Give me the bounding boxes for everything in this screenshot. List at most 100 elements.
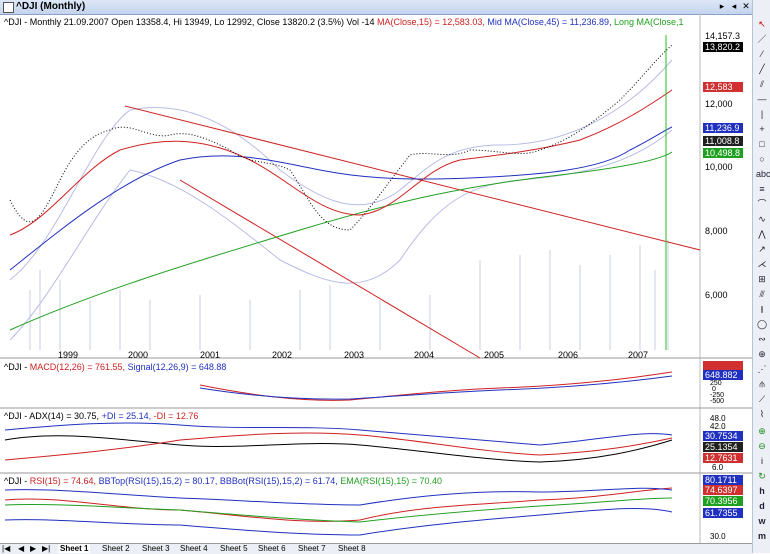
y-label: 8,000 [705,226,728,236]
extended-line-icon[interactable]: ╱ [759,64,765,74]
signal-line [199,375,673,400]
minus-di-line [4,422,673,446]
chart-window-titlebar[interactable]: ^DJI (Monthly) ▸ ◂ ✕ [0,0,752,15]
x-label: 2006 [558,350,579,360]
long-ma-line [9,151,673,331]
chart-canvas[interactable] [0,0,752,543]
adx-header-symbol: ^DJI - [4,411,28,421]
upper-band [9,59,673,281]
arc-icon[interactable]: ⌒ [757,199,767,209]
cross-icon[interactable]: + [759,124,765,134]
vertical-line-icon[interactable]: | [760,109,764,119]
macd-y-label: -250 [710,392,725,399]
macd-header-symbol: ^DJI - [4,362,28,372]
channel-icon[interactable]: ⫻ [759,289,765,299]
value-tag: 11,008.8 [703,136,743,146]
ema-line [4,497,673,523]
macd-header-macd: MACD(12,26) = 761.55, [29,362,126,372]
fan-icon[interactable]: ⋌ [757,259,767,269]
rsi-header-rsi: RSI(15) = 74.64, [29,476,97,486]
volume-bars [29,240,669,350]
grid-icon[interactable]: ⊞ [758,274,766,284]
x-label: 2000 [128,350,149,360]
adx-line [4,435,673,463]
bbtop-line [4,487,673,506]
line-tool-icon[interactable]: ／ [757,34,767,44]
tab-first-icon[interactable]: |◀ [2,544,11,553]
refresh-icon[interactable]: ↻ [758,471,766,481]
period-h-icon[interactable]: h [759,486,765,496]
mid-ma-line [9,126,673,271]
period-d-icon[interactable]: d [759,501,765,511]
tab-sheet-5[interactable]: Sheet 5 [220,544,248,553]
cycle-icon[interactable]: ⌇ [759,409,765,419]
rectangle-icon[interactable]: □ [759,139,765,149]
tab-sheet-4[interactable]: Sheet 4 [180,544,208,553]
pitchfork-icon[interactable]: ⫛ [759,379,765,389]
regression-icon[interactable]: ⫾ [760,304,764,314]
ray-tool-icon[interactable]: ⁄ [761,49,763,59]
window-buttons: ▸ ◂ ✕ [716,1,752,12]
wave-icon[interactable]: ∿ [758,214,766,224]
tab-sheet-6[interactable]: Sheet 6 [258,544,286,553]
price-header-long: Long MA(Close,1 [614,17,684,27]
macd-tag [703,361,743,371]
horizontal-line-icon[interactable]: — [757,94,767,104]
zigzag-icon[interactable]: ⋀ [758,229,766,239]
x-label: 2003 [344,350,365,360]
zoom-in-icon[interactable]: ⊕ [758,426,766,436]
ma15-line [9,89,673,236]
adx-y-label: 42.0 [710,422,726,431]
close-button[interactable]: ✕ [742,1,750,11]
sheet-tabs-bar: |◀ ◀ ▶ ▶| Sheet 1 Sheet 2 Sheet 3 Sheet … [0,543,752,554]
cursor-tool-icon[interactable]: ↖ [758,19,766,29]
price-header-symbol: ^DJI - Monthly 21.09.2007 [4,17,109,27]
tab-sheet-1[interactable]: Sheet 1 [58,544,91,553]
adx-tag: 30.7534 [703,431,743,441]
tab-sheet-2[interactable]: Sheet 2 [102,544,130,553]
fib-icon[interactable]: ≡ [759,184,765,194]
ellipse-icon[interactable]: ○ [759,154,765,164]
zoom-out-icon[interactable]: ⊖ [758,441,766,451]
sine-icon[interactable]: ∾ [758,334,766,344]
macd-header: ^DJI - MACD(12,26) = 761.55, Signal(12,2… [4,362,226,372]
price-header-ma15: MA(Close,15) = 12,583.03, [377,17,485,27]
rsi-y-label: 30.0 [710,532,726,541]
macd-header-signal: Signal(12,26,9) = 648.88 [127,362,227,372]
macd-y-label: 0 [712,386,716,393]
parallel-line-icon[interactable]: ⫽ [759,79,764,89]
text-icon[interactable]: abc [756,169,770,179]
tab-last-icon[interactable]: ▶| [42,544,51,553]
tab-next-icon[interactable]: ▶ [30,544,37,553]
value-tag: 10,498.8 [703,148,743,158]
drawing-toolbar: ↖ ／ ⁄ ╱ ⫽ — | + □ ○ abc ≡ ⌒ ∿ ⋀ ↗ ⋌ ⊞ ⫻ … [752,0,770,553]
trendline-channel [179,179,481,359]
value-tag: 11,236.9 [703,123,743,133]
y-label: 12,000 [705,99,733,109]
rsi-tag: 70.3956 [703,496,743,506]
plus-di-line [4,432,673,461]
gann-icon[interactable]: ⊕ [758,349,766,359]
circle-icon[interactable]: ◯ [756,319,768,329]
period-m-icon[interactable]: m [757,531,766,541]
macd-y-label: 250 [710,380,722,387]
tab-prev-icon[interactable]: ◀ [18,544,25,553]
andrews-icon[interactable]: ⟋ [758,394,766,404]
info-icon[interactable]: i [761,456,763,466]
tab-sheet-7[interactable]: Sheet 7 [298,544,326,553]
rsi-header-bbbot: BBBot(RSI(15),15,2) = 61.74, [219,476,338,486]
tab-sheet-8[interactable]: Sheet 8 [338,544,366,553]
scroll-right-button[interactable]: ▸ [719,1,725,11]
x-label: 1999 [58,350,79,360]
arrow-icon[interactable]: ↗ [758,244,766,254]
x-label: 2004 [414,350,435,360]
period-w-icon[interactable]: w [758,516,766,526]
rsi-tag: 74.6397 [703,485,743,495]
price-header: ^DJI - Monthly 21.09.2007 Open 13358.4, … [4,17,684,27]
adx-tag: 12.7631 [703,453,743,463]
macd-tag: 648.882 [703,370,743,380]
adx-header: ^DJI - ADX(14) = 30.75, +DI = 25.14, -DI… [4,411,198,421]
tab-sheet-3[interactable]: Sheet 3 [142,544,170,553]
speed-lines-icon[interactable]: ⋰ [757,364,767,374]
scroll-left-button[interactable]: ◂ [731,1,737,11]
